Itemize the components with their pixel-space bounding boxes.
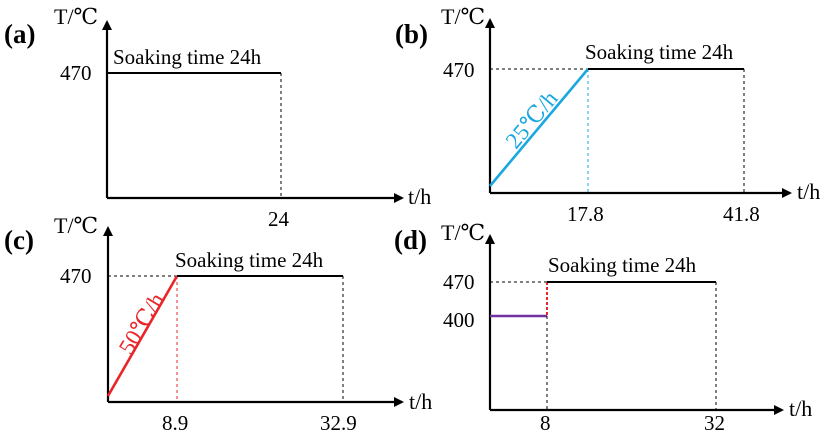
panel-d-label: (d) — [394, 225, 427, 255]
panel-c-heating-ramp — [106, 275, 179, 397]
panel-c-annotation: Soaking time 24h — [175, 248, 324, 272]
panel-d-y-tick-400: 400 — [443, 308, 475, 332]
panel-b-heating-ramp — [489, 68, 589, 187]
panel-a-x-axis-label: t/h — [408, 184, 431, 209]
panel-c-label: (c) — [4, 225, 34, 255]
panel-b-x-tick-17-8: 17.8 — [567, 202, 604, 226]
panel-b-annotation: Soaking time 24h — [585, 40, 734, 64]
panel-c-x-tick-32-9: 32.9 — [320, 411, 357, 434]
panel-d-annotation: Soaking time 24h — [548, 253, 697, 277]
panel-b: (b) T/℃ t/h 470 Soaking time 24h 25℃/h 1… — [395, 4, 820, 226]
panel-a-annotation: Soaking time 24h — [113, 45, 262, 69]
panel-d: (d) T/℃ t/h 470 400 Soaking time 24h 8 3… — [394, 220, 812, 434]
panel-c-y-axis-label: T/℃ — [54, 213, 98, 238]
panel-b-x-axis-label: t/h — [797, 179, 820, 204]
panel-b-x-tick-41-8: 41.8 — [723, 202, 760, 226]
panel-a-x-tick-24: 24 — [268, 207, 290, 231]
panel-d-y-axis-label: T/℃ — [441, 220, 485, 245]
panel-c-y-tick-470: 470 — [60, 264, 92, 288]
panel-d-x-tick-32: 32 — [704, 411, 725, 434]
panel-b-y-axis-label: T/℃ — [441, 4, 485, 29]
panel-b-label: (b) — [395, 19, 428, 49]
panel-b-rate-label: 25℃/h — [501, 86, 563, 153]
panel-b-y-tick-470: 470 — [443, 58, 475, 82]
panel-d-x-axis-label: t/h — [789, 396, 812, 421]
panel-d-y-tick-470: 470 — [443, 270, 475, 294]
panel-a: (a) T/℃ t/h 470 Soaking time 24h 24 — [4, 4, 431, 231]
panel-a-label: (a) — [4, 19, 35, 49]
panel-a-y-axis-label: T/℃ — [54, 4, 98, 29]
panel-c-rate-label: 50℃/h — [114, 288, 170, 358]
panel-d-x-tick-8: 8 — [540, 411, 551, 434]
panel-c: (c) T/℃ t/h 470 Soaking time 24h 50℃/h 8… — [4, 213, 432, 434]
panel-a-y-tick-470: 470 — [60, 61, 92, 85]
panel-c-x-tick-8-9: 8.9 — [162, 411, 188, 434]
panel-c-x-axis-label: t/h — [409, 389, 432, 414]
